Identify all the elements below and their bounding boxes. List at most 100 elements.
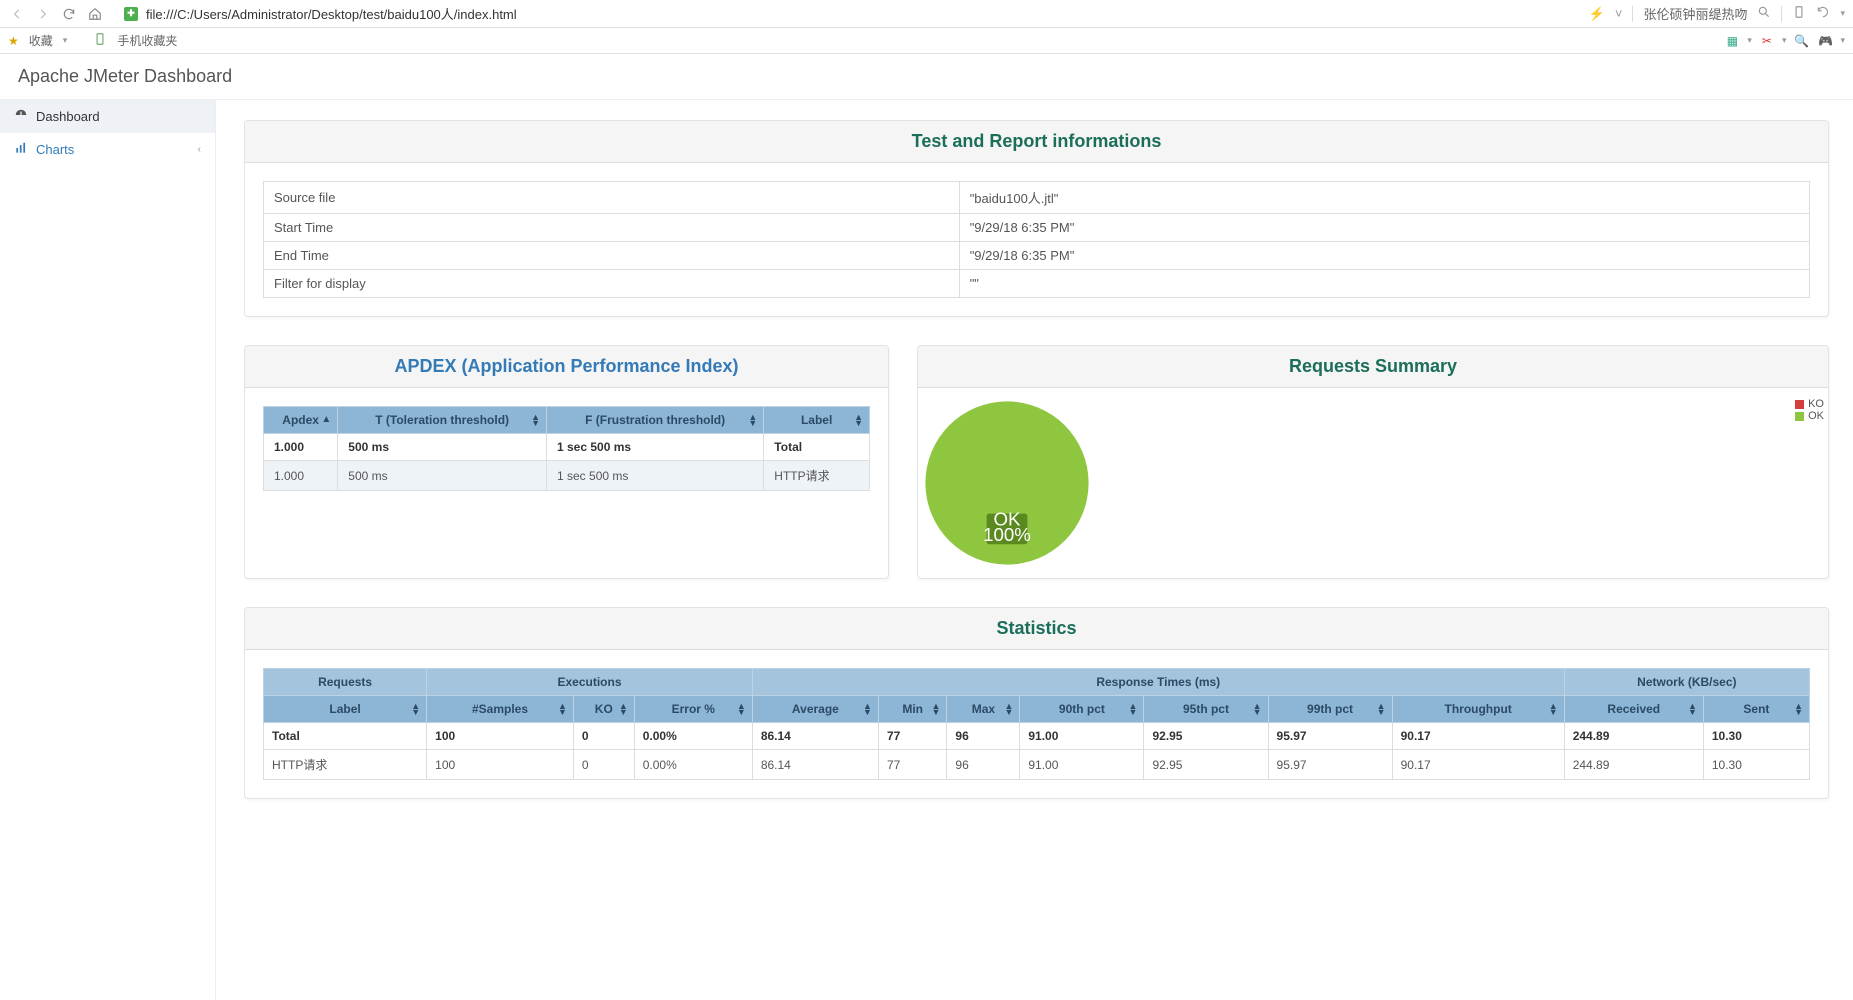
column-header[interactable]: Average▲▼ <box>752 696 878 723</box>
security-lock-icon: ✚ <box>124 7 138 21</box>
column-header[interactable]: Label▲▼ <box>264 696 427 723</box>
cell: HTTP请求 <box>264 750 427 780</box>
chevron-right-icon <box>36 7 50 21</box>
info-key: Filter for display <box>264 270 960 298</box>
dropdown-caret-icon[interactable]: ▾ <box>1840 8 1845 19</box>
mobile-bookmark-label[interactable]: 手机收藏夹 <box>117 32 177 49</box>
browser-chrome-bar: ✚ file:///C:/Users/Administrator/Desktop… <box>0 0 1853 28</box>
cell: 500 ms <box>338 461 547 491</box>
info-panel: Test and Report informations Source file… <box>244 120 1829 317</box>
column-header[interactable]: KO▲▼ <box>573 696 634 723</box>
column-group-header: Response Times (ms) <box>752 669 1564 696</box>
dropdown-caret-icon[interactable]: ▾ <box>63 35 68 46</box>
sidebar: Dashboard Charts ‹ <box>0 100 216 1000</box>
cell: 91.00 <box>1020 750 1144 780</box>
scissors-icon[interactable]: ✂ <box>1758 32 1776 50</box>
flash-icon[interactable]: ⚡ <box>1589 6 1605 22</box>
table-row: Total10000.00%86.14779691.0092.9595.9790… <box>264 723 1810 750</box>
column-header[interactable]: Error %▲▼ <box>634 696 752 723</box>
home-icon <box>88 7 102 21</box>
chevron-left-icon: ‹ <box>198 144 201 155</box>
column-header[interactable]: Sent▲▼ <box>1703 696 1809 723</box>
cell: 86.14 <box>752 750 878 780</box>
legend-ko: KO <box>1808 398 1824 410</box>
column-header[interactable]: Throughput▲▼ <box>1392 696 1564 723</box>
cell: 1 sec 500 ms <box>547 434 764 461</box>
mobile-icon[interactable] <box>1792 5 1806 22</box>
stats-panel-title: Statistics <box>245 608 1828 650</box>
cell: 77 <box>878 723 946 750</box>
table-row: Start Time"9/29/18 6:35 PM" <box>264 214 1810 242</box>
cell: 90.17 <box>1392 723 1564 750</box>
column-header[interactable]: 90th pct▲▼ <box>1020 696 1144 723</box>
search-icon[interactable] <box>1757 5 1771 22</box>
back-button[interactable] <box>8 5 26 23</box>
cell: 1.000 <box>264 434 338 461</box>
info-key: Start Time <box>264 214 960 242</box>
refresh-button[interactable] <box>60 5 78 23</box>
column-header[interactable]: Min▲▼ <box>878 696 946 723</box>
column-header[interactable]: 95th pct▲▼ <box>1144 696 1268 723</box>
cell: 244.89 <box>1564 750 1703 780</box>
bookmark-bar: ★ 收藏 ▾ 手机收藏夹 ▦▾ ✂▾ 🔍 🎮▾ <box>0 28 1853 54</box>
sidebar-item-charts[interactable]: Charts ‹ <box>0 133 215 166</box>
table-row: End Time"9/29/18 6:35 PM" <box>264 242 1810 270</box>
column-header[interactable]: Label▲▼ <box>764 407 870 434</box>
column-header[interactable]: F (Frustration threshold)▲▼ <box>547 407 764 434</box>
column-header[interactable]: Apdex▲ <box>264 407 338 434</box>
info-table: Source file"baidu100人.jtl"Start Time"9/2… <box>263 181 1810 298</box>
undo-icon[interactable] <box>1816 5 1830 22</box>
browser-hint-text[interactable]: 张伦硕钟丽缇热吻 <box>1643 4 1747 23</box>
charts-icon <box>14 141 28 158</box>
cell: 91.00 <box>1020 723 1144 750</box>
cell: 10.30 <box>1703 750 1809 780</box>
info-value: "9/29/18 6:35 PM" <box>959 214 1809 242</box>
gamepad-icon[interactable]: 🎮 <box>1816 32 1834 50</box>
mobile-bookmark-icon[interactable] <box>93 32 107 49</box>
cell: HTTP请求 <box>764 461 870 491</box>
column-group-header: Executions <box>427 669 753 696</box>
favorites-label[interactable]: 收藏 <box>29 32 53 49</box>
cell: 1 sec 500 ms <box>547 461 764 491</box>
cell: 86.14 <box>752 723 878 750</box>
chevron-left-icon <box>10 7 24 21</box>
cell: 0 <box>573 723 634 750</box>
cell: 95.97 <box>1268 750 1392 780</box>
sidebar-item-label: Charts <box>36 142 74 157</box>
extension3-icon[interactable]: 🔍 <box>1792 32 1810 50</box>
legend-ok: OK <box>1808 410 1824 422</box>
pie-chart: OK 100% <box>922 398 1092 568</box>
cell: 100 <box>427 723 574 750</box>
home-button[interactable] <box>86 5 104 23</box>
cell: Total <box>264 723 427 750</box>
extension1-icon[interactable]: ▦ <box>1723 32 1741 50</box>
info-value: "" <box>959 270 1809 298</box>
chevron-down-icon[interactable]: ˅ <box>1615 6 1623 21</box>
table-row: 1.000500 ms1 sec 500 msHTTP请求 <box>264 461 870 491</box>
cell: 92.95 <box>1144 750 1268 780</box>
table-row: Source file"baidu100人.jtl" <box>264 182 1810 214</box>
column-header[interactable]: Received▲▼ <box>1564 696 1703 723</box>
info-value: "9/29/18 6:35 PM" <box>959 242 1809 270</box>
content-area: Test and Report informations Source file… <box>216 100 1853 1000</box>
column-group-header: Network (KB/sec) <box>1564 669 1809 696</box>
table-row: Filter for display"" <box>264 270 1810 298</box>
column-header[interactable]: Max▲▼ <box>947 696 1020 723</box>
refresh-icon <box>62 7 76 21</box>
cell: 0.00% <box>634 723 752 750</box>
column-header[interactable]: 99th pct▲▼ <box>1268 696 1392 723</box>
forward-button[interactable] <box>34 5 52 23</box>
dashboard-icon <box>14 108 28 125</box>
apdex-panel: APDEX (Application Performance Index) Ap… <box>244 345 889 579</box>
info-key: End Time <box>264 242 960 270</box>
sidebar-item-dashboard[interactable]: Dashboard <box>0 100 215 133</box>
cell: Total <box>764 434 870 461</box>
cell: 96 <box>947 750 1020 780</box>
url-text[interactable]: file:///C:/Users/Administrator/Desktop/t… <box>146 4 517 23</box>
stats-panel: Statistics RequestsExecutionsResponse Ti… <box>244 607 1829 799</box>
table-row: HTTP请求10000.00%86.14779691.0092.9595.979… <box>264 750 1810 780</box>
column-header[interactable]: T (Toleration threshold)▲▼ <box>338 407 547 434</box>
column-header[interactable]: #Samples▲▼ <box>427 696 574 723</box>
browser-right-tools: ⚡ ˅ 张伦硕钟丽缇热吻 ▾ <box>1589 4 1845 23</box>
favorites-icon[interactable]: ★ <box>8 34 19 48</box>
